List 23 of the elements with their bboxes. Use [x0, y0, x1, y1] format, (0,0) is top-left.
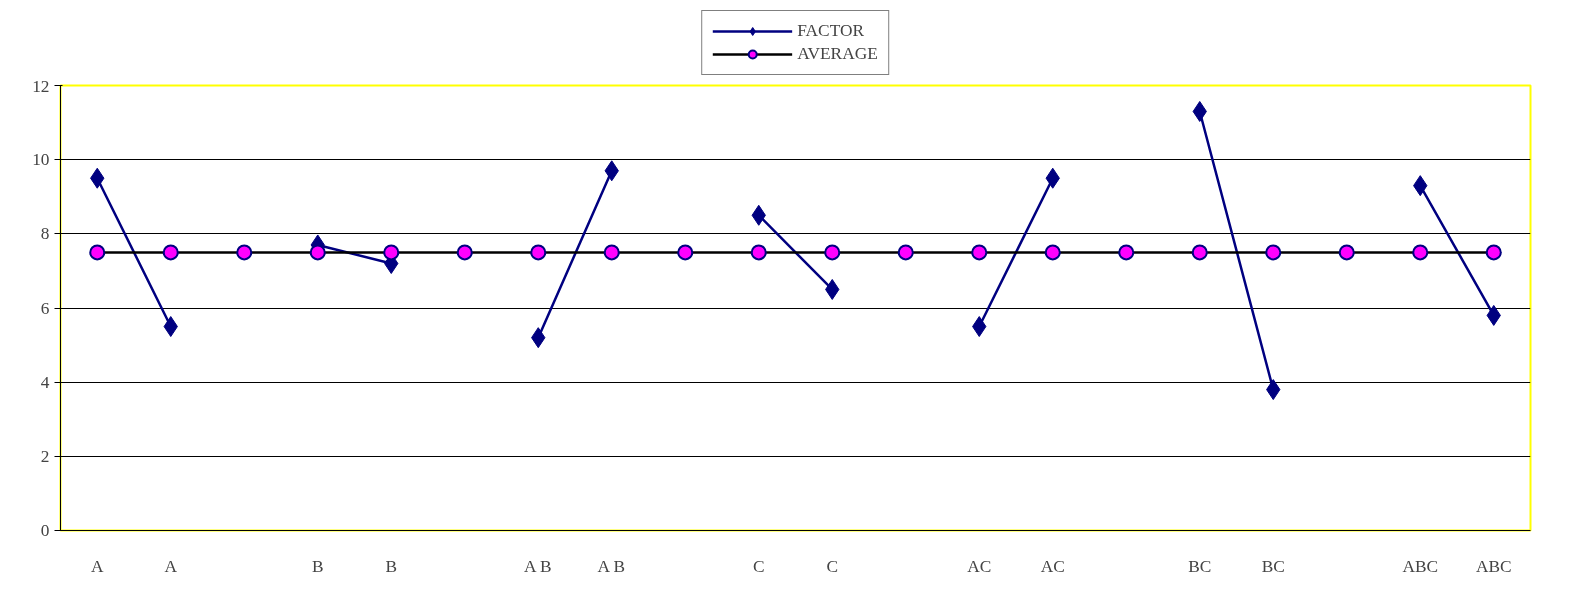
y-tick-label: 8 — [40, 224, 50, 244]
legend-label: AVERAGE — [797, 44, 878, 64]
x-tick-label: B — [311, 556, 324, 576]
x-tick-label: ABC — [1402, 556, 1439, 576]
y-tick-label: 6 — [40, 298, 50, 318]
x-tick-label: AC — [967, 556, 992, 576]
y-tick-label: 12 — [32, 76, 50, 96]
y-tick-label: 4 — [40, 372, 50, 392]
x-tick-label: B — [385, 556, 398, 576]
y-tick-label: 0 — [40, 521, 50, 540]
x-tick-label: A B — [597, 556, 625, 576]
x-tick-label: C — [752, 556, 765, 576]
x-tick-label: AC — [1040, 556, 1065, 576]
y-tick-label: 2 — [40, 446, 50, 466]
x-tick-label: ABC — [1475, 556, 1512, 576]
x-tick-label: BC — [1261, 556, 1285, 576]
x-tick-label: C — [826, 556, 839, 576]
x-tick-label: A B — [524, 556, 552, 576]
legend-label: FACTOR — [797, 21, 864, 41]
x-tick-label: A — [90, 556, 104, 576]
x-tick-label: BC — [1188, 556, 1212, 576]
x-tick-label: A — [164, 556, 178, 576]
y-tick-label: 10 — [32, 150, 50, 170]
